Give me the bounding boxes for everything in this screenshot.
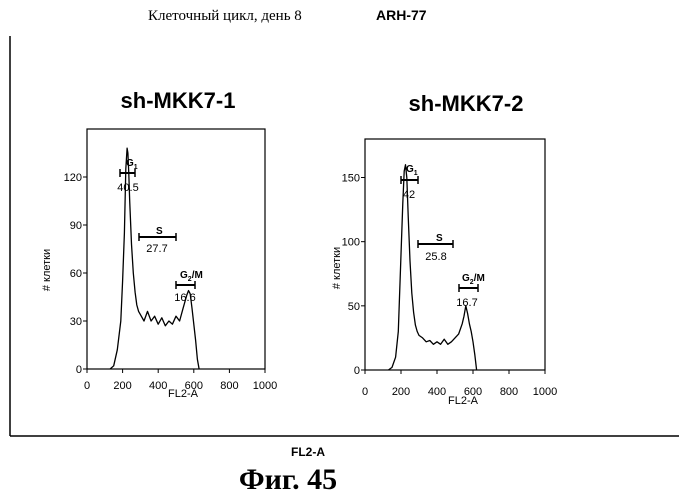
gate-label: G1	[126, 158, 138, 171]
y-tick-label: 0	[354, 365, 360, 377]
plot-frame	[87, 129, 265, 369]
x-tick-label: 800	[220, 380, 238, 392]
gate-value: 16.6	[174, 292, 195, 304]
x-tick-label: 1000	[533, 386, 557, 398]
outer-x-axis-label: FL2-A	[291, 445, 325, 459]
gate-label: G2/M	[180, 270, 203, 283]
x-tick-label: 200	[113, 380, 131, 392]
y-tick-label: 30	[70, 316, 82, 328]
gate-label: S	[436, 233, 443, 244]
gate-label: G2/M	[462, 273, 485, 286]
header-cell-line: ARH-77	[376, 7, 427, 23]
y-tick-label: 60	[70, 268, 82, 280]
figure-label: Фиг. 45	[239, 463, 337, 496]
gate-value: 42	[403, 189, 415, 201]
x-tick-label: 400	[428, 386, 446, 398]
y-axis-label: # клетки	[331, 247, 343, 289]
y-axis-label: # клетки	[41, 249, 53, 291]
gate-value: 40.5	[117, 182, 138, 194]
histogram-panel-sh-mkk7-2: sh-MKK7-2 # клетки FL2-A 020040060080010…	[331, 91, 557, 407]
y-tick-label: 150	[342, 173, 360, 185]
x-tick-label: 0	[84, 380, 90, 392]
gate-value: 27.7	[146, 243, 167, 255]
y-tick-label: 120	[64, 172, 82, 184]
x-tick-label: 400	[149, 380, 167, 392]
x-tick-label: 200	[392, 386, 410, 398]
header-caption: Клеточный цикл, день 8	[148, 8, 302, 24]
x-tick-label: 1000	[253, 380, 277, 392]
y-tick-label: 100	[342, 237, 360, 249]
gate-value: 25.8	[425, 251, 446, 263]
gate-label: S	[156, 226, 163, 237]
panel-title: sh-MKK7-2	[409, 91, 524, 116]
y-tick-label: 90	[70, 220, 82, 232]
histogram-panel-sh-mkk7-1: sh-MKK7-1 # клетки FL2-A 020040060080010…	[41, 88, 277, 400]
x-tick-label: 600	[464, 386, 482, 398]
y-tick-label: 0	[76, 364, 82, 376]
x-tick-label: 0	[362, 386, 368, 398]
gate-value: 16.7	[456, 297, 477, 309]
x-tick-label: 800	[500, 386, 518, 398]
histogram-trace	[388, 165, 476, 370]
plot-frame	[365, 139, 545, 370]
x-tick-label: 600	[185, 380, 203, 392]
gate-label: G1	[406, 164, 418, 177]
y-tick-label: 50	[348, 301, 360, 313]
panel-title: sh-MKK7-1	[121, 88, 236, 113]
